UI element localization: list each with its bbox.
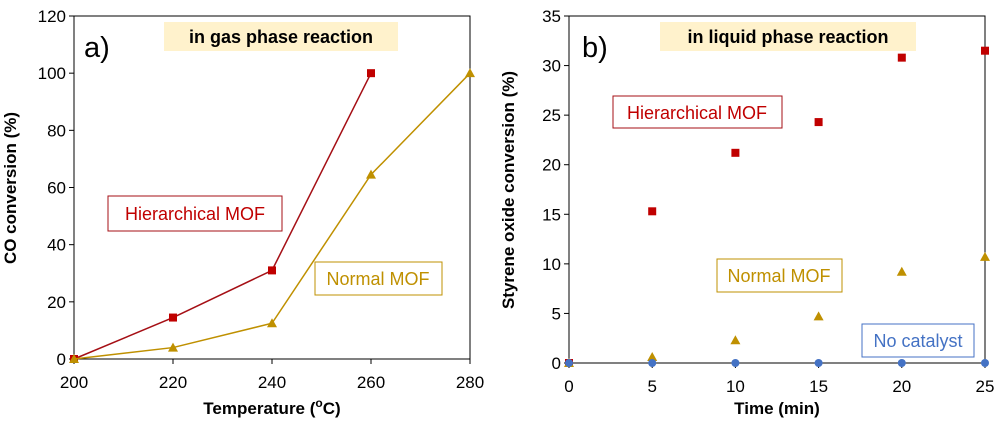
panel-b-legend-normal: Normal MOF: [728, 266, 831, 286]
panel-a-legend-normal-box: [314, 261, 443, 296]
panel-b-x-ticks: 0 5 10 15 20 25: [564, 363, 994, 396]
panel-b-label: b): [582, 32, 608, 64]
x-tick-label: 220: [159, 373, 187, 392]
x-tick-label: 0: [564, 377, 573, 396]
panel-b-x-axis-title: Time (min): [734, 399, 820, 418]
data-point-no-catalyst: [565, 359, 573, 367]
panel-b-chart: 0 5 10 15 20 25 30 35 0 5 10 15 20 25 in liquid phas…: [499, 7, 994, 418]
panel-a-x-axis-title: Temperature (oC): [203, 396, 340, 418]
x-tick-label: 280: [456, 373, 484, 392]
panel-a-x-ticks: 200 220 240 260 280: [60, 359, 484, 392]
panel-a-series: [69, 68, 475, 363]
y-tick-label: 40: [47, 236, 66, 255]
data-point-hierarchical-mof: [731, 148, 740, 157]
x-tick-label: 200: [60, 373, 88, 392]
panel-a-legend-hierarchical-box: [107, 195, 283, 232]
data-point-no-catalyst: [731, 359, 740, 367]
y-tick-label: 5: [552, 304, 561, 323]
panel-b-y-axis-title: Styrene oxide conversion (%): [499, 71, 518, 309]
data-point-no-catalyst: [897, 359, 906, 367]
x-tick-label: 10: [726, 377, 745, 396]
panel-a-plot-area: [73, 15, 471, 360]
data-point-normal-mof: [647, 352, 658, 362]
panel-b-legend-hierarchical-box: [612, 95, 783, 129]
data-point-normal-mof: [980, 251, 990, 261]
panel-b-plot-area: [568, 15, 986, 364]
data-point-normal-mof: [896, 266, 907, 276]
y-tick-label: 30: [542, 57, 561, 76]
data-point-hierarchical-mof: [169, 313, 177, 322]
data-point-hierarchical-mof: [648, 207, 657, 216]
y-tick-label: 0: [57, 350, 66, 369]
x-tick-label: 5: [647, 377, 656, 396]
data-point-normal-mof: [267, 318, 277, 328]
panel-b-series: [564, 46, 990, 367]
y-tick-label: 25: [542, 106, 561, 125]
x-tick-label: 240: [258, 373, 286, 392]
y-tick-label: 35: [542, 7, 561, 26]
y-tick-label: 60: [47, 179, 66, 198]
panel-b-title: in liquid phase reaction: [687, 27, 888, 47]
data-point-hierarchical-mof: [268, 266, 276, 275]
y-tick-label: 120: [38, 7, 66, 26]
data-point-no-catalyst: [814, 359, 823, 367]
panel-a-y-axis-title: CO conversion (%): [1, 112, 20, 264]
data-point-normal-mof: [168, 342, 178, 352]
data-point-normal-mof: [813, 311, 824, 321]
series-line-hierarchical-mof: [73, 72, 372, 360]
y-tick-label: 0: [552, 354, 561, 373]
y-tick-label: 20: [542, 156, 561, 175]
data-point-normal-mof: [465, 68, 475, 78]
data-point-no-catalyst: [648, 359, 657, 367]
data-point-normal-mof: [366, 169, 376, 179]
panel-a-legend-normal: Normal MOF: [327, 269, 430, 289]
y-tick-label: 20: [47, 293, 66, 312]
data-point-hierarchical-mof: [981, 46, 989, 55]
x-tick-label: 25: [976, 377, 995, 396]
panel-b-y-ticks: 0 5 10 15 20 25 30 35: [542, 7, 569, 373]
panel-b-legend-hierarchical: Hierarchical MOF: [627, 103, 767, 123]
panel-b-title-banner: [660, 22, 916, 51]
data-point-hierarchical-mof: [814, 118, 823, 127]
data-point-hierarchical-mof: [367, 69, 375, 78]
panel-a-legend-hierarchical: Hierarchical MOF: [125, 204, 265, 224]
panel-a-title: in gas phase reaction: [189, 27, 373, 47]
panel-a-chart: 0 20 40 60 80 100 120 200 220 240 260 280 in gas p…: [1, 7, 484, 418]
panel-a-title-banner: [164, 22, 398, 51]
y-tick-label: 15: [542, 205, 561, 224]
y-tick-label: 80: [47, 121, 66, 140]
x-tick-label: 20: [892, 377, 911, 396]
data-point-hierarchical-mof: [897, 53, 906, 62]
x-tick-label: 15: [809, 377, 828, 396]
panel-b-legend-no-catalyst: No catalyst: [873, 331, 962, 351]
x-tick-label: 260: [357, 373, 385, 392]
data-point-no-catalyst: [981, 359, 989, 367]
panel-b-legend-normal-box: [716, 258, 843, 293]
panel-b-legend-no-catalyst-box: [861, 323, 975, 358]
panel-a-y-ticks: 0 20 40 60 80 100 120: [38, 7, 74, 369]
data-point-normal-mof: [69, 354, 79, 363]
y-tick-label: 10: [542, 255, 561, 274]
y-tick-label: 100: [38, 64, 66, 83]
data-point-normal-mof: [730, 335, 741, 345]
panel-a-label: a): [84, 32, 110, 64]
